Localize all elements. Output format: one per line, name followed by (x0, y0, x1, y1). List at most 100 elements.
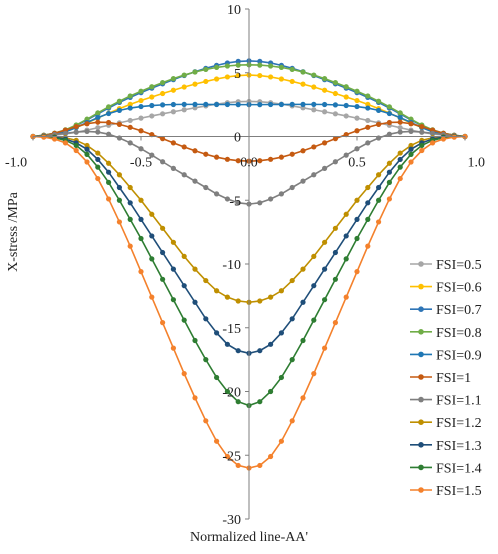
data-point (397, 175, 403, 182)
data-point (311, 101, 317, 107)
data-point (268, 341, 274, 347)
data-point (278, 330, 284, 336)
data-point (257, 462, 263, 469)
data-point (127, 105, 133, 111)
data-point (257, 348, 263, 354)
data-point (138, 235, 144, 242)
legend-item: FSI=0.7 (410, 303, 482, 318)
data-point (224, 341, 230, 347)
data-point (376, 121, 382, 127)
legend-label: FSI=0.7 (436, 303, 482, 318)
data-point (278, 438, 284, 444)
data-point (311, 144, 317, 150)
data-point (289, 418, 295, 424)
data-point (386, 160, 392, 166)
data-point (386, 110, 392, 117)
x-tick-label: 0.0 (240, 156, 258, 171)
data-point (278, 288, 284, 294)
data-point (430, 140, 436, 146)
data-point (160, 111, 166, 117)
data-point (419, 142, 425, 149)
data-point (84, 146, 90, 152)
data-point (106, 169, 112, 175)
data-point (95, 156, 101, 163)
data-point (224, 196, 230, 202)
data-point (322, 101, 328, 108)
data-point (311, 84, 317, 90)
data-point (192, 266, 198, 272)
data-point (408, 128, 414, 134)
data-point (408, 151, 414, 157)
x-tick-label: 1.0 (468, 156, 486, 171)
data-point (343, 211, 349, 217)
data-point (343, 113, 349, 119)
data-point (203, 151, 209, 157)
data-point (106, 196, 112, 202)
data-point (170, 345, 176, 351)
data-point (160, 225, 166, 231)
data-point (408, 146, 414, 152)
x-axis-title: Normalized line-AA' (190, 530, 308, 545)
data-point (149, 84, 155, 90)
data-point (354, 88, 360, 94)
data-point (214, 438, 220, 444)
data-point (214, 288, 220, 294)
data-point (95, 129, 101, 135)
data-point (311, 317, 317, 323)
legend-label: FSI=0.6 (436, 281, 482, 296)
legend-swatch-marker (418, 487, 424, 493)
legend-label: FSI=1.4 (436, 461, 482, 476)
data-point (170, 76, 176, 82)
data-point (397, 115, 403, 121)
legend-item: FSI=0.9 (410, 348, 482, 363)
data-point (268, 388, 274, 395)
data-point (95, 115, 101, 121)
data-point (84, 159, 90, 165)
data-point (106, 119, 112, 126)
data-point (332, 249, 338, 256)
data-point (138, 269, 144, 275)
data-point (397, 119, 403, 125)
legend-swatch-marker (418, 261, 424, 267)
data-point (224, 101, 230, 108)
data-point (84, 142, 90, 149)
data-point (419, 147, 425, 154)
data-point (343, 84, 349, 90)
data-point (257, 58, 263, 64)
data-point (322, 345, 328, 351)
data-point (181, 107, 187, 113)
legend-item: FSI=1.5 (410, 484, 482, 499)
data-point (386, 104, 392, 110)
data-point (386, 169, 392, 175)
data-point (52, 136, 58, 142)
data-point (203, 316, 209, 322)
data-point (343, 152, 349, 158)
data-point (322, 239, 328, 245)
data-point (289, 101, 295, 107)
data-point (343, 256, 349, 262)
legend-label: FSI=1.1 (436, 394, 482, 409)
data-point (170, 101, 176, 108)
data-point (268, 196, 274, 202)
data-point (376, 172, 382, 178)
data-point (160, 249, 166, 256)
data-point (41, 134, 47, 140)
data-point (149, 256, 155, 262)
data-point (311, 283, 317, 289)
data-point (257, 102, 263, 108)
data-point (332, 276, 338, 282)
data-point (73, 147, 79, 154)
data-point (160, 79, 166, 86)
data-point (160, 136, 166, 142)
legend-item: FSI=1.3 (410, 439, 482, 454)
data-point (149, 102, 155, 109)
data-point (322, 109, 328, 115)
data-point (192, 299, 198, 305)
data-point (278, 191, 284, 197)
tick-layer: -1.0 -0.5 0.0 0.5 1.0 10 5 0 -5 -10 -15 -20 -25 -30 (5, 3, 485, 528)
data-point (116, 219, 122, 225)
data-point (235, 102, 241, 108)
y-axis-title: X-stress /MPa (6, 191, 21, 272)
